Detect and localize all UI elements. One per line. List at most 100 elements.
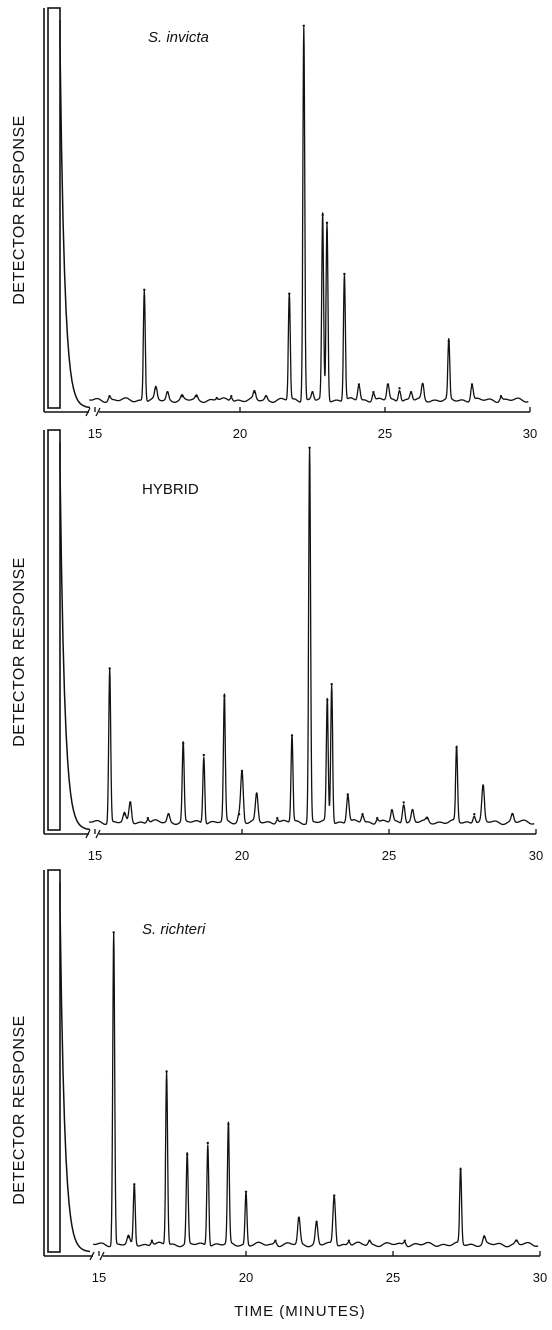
peak-point xyxy=(346,793,349,796)
peak-point xyxy=(223,694,226,698)
chromatogram-trace xyxy=(92,932,539,1248)
peak-point xyxy=(499,395,503,398)
y-axis-label: DETECTOR RESPONSE xyxy=(11,1015,28,1205)
peak-point xyxy=(143,288,146,291)
peak-point xyxy=(386,383,390,386)
peak-point xyxy=(473,813,476,816)
peak-point xyxy=(368,1239,371,1242)
peak-point xyxy=(357,383,361,386)
panel-s-richteri: DETECTOR RESPONSE S. richteri 15 20 25 3… xyxy=(11,869,547,1320)
peak-point xyxy=(511,813,514,816)
peak-point xyxy=(302,24,305,27)
peak-point xyxy=(455,746,458,749)
peak-point xyxy=(311,391,314,394)
peak-point xyxy=(325,221,329,224)
solvent-tail xyxy=(59,442,91,831)
peak-point xyxy=(308,446,311,449)
peak-point xyxy=(347,1239,351,1242)
peak-point xyxy=(108,395,111,398)
peak-point xyxy=(321,213,324,217)
peak-point xyxy=(182,742,185,745)
peak-point xyxy=(230,395,233,398)
peak-point xyxy=(255,793,258,796)
x-tick-labels: 15 20 25 30 xyxy=(88,426,537,441)
peak-point xyxy=(276,817,279,820)
chromatogram-trace xyxy=(88,26,529,404)
chart-title: HYBRID xyxy=(142,481,199,498)
peak-point xyxy=(481,785,485,788)
peak-point xyxy=(264,395,268,398)
x-tick-label: 30 xyxy=(523,426,537,441)
peak-point xyxy=(403,1239,406,1242)
x-tick-label: 15 xyxy=(88,426,102,441)
peak-point xyxy=(166,391,169,394)
peak-point xyxy=(330,683,333,686)
peak-point xyxy=(459,1168,462,1171)
peak-point xyxy=(297,1217,301,1220)
peak-point xyxy=(288,292,291,295)
peak-point xyxy=(343,272,346,276)
x-tick-label: 20 xyxy=(235,848,249,863)
peak-point xyxy=(402,801,405,804)
peak-point xyxy=(150,1239,154,1242)
panel-s-invicta: DETECTOR RESPONSE S. invicta 15 20 25 30 xyxy=(11,7,537,441)
peak-point xyxy=(186,1153,189,1156)
chromatogram-trace xyxy=(88,447,535,826)
peak-point xyxy=(167,813,170,816)
peak-point xyxy=(361,813,364,816)
x-axis-label: TIME (MINUTES) xyxy=(234,1303,366,1320)
peak-point xyxy=(123,813,126,816)
peak-point xyxy=(482,1235,486,1239)
peak-point xyxy=(108,667,111,670)
peak-point xyxy=(470,383,474,386)
x-tick-label: 25 xyxy=(378,426,392,441)
peak-point xyxy=(447,339,450,343)
peak-point xyxy=(133,1183,136,1186)
peak-point xyxy=(253,391,256,394)
peak-point xyxy=(195,395,198,398)
chart-title: S. richteri xyxy=(142,921,206,938)
peak-point xyxy=(215,396,218,400)
solvent-peak xyxy=(47,429,61,831)
x-tick-label: 20 xyxy=(233,426,247,441)
x-tick-labels: 15 20 25 30 xyxy=(88,848,543,863)
x-tick-label: 30 xyxy=(533,1270,547,1285)
y-axis-label: DETECTOR RESPONSE xyxy=(11,115,28,305)
peak-point xyxy=(227,1123,230,1126)
peak-point xyxy=(154,387,158,390)
peak-point xyxy=(244,1190,248,1194)
peak-point xyxy=(515,1239,518,1242)
peak-point xyxy=(180,395,184,398)
peak-point xyxy=(165,1070,168,1073)
peak-point xyxy=(146,817,150,820)
chart-title: S. invicta xyxy=(148,29,209,46)
peak-point xyxy=(290,734,294,737)
solvent-tail xyxy=(59,882,91,1253)
peak-point xyxy=(274,1239,277,1242)
peak-point xyxy=(421,383,424,386)
solvent-tail xyxy=(59,20,91,409)
x-tick-label: 25 xyxy=(382,848,396,863)
x-tick-label: 20 xyxy=(239,1270,253,1285)
peak-point xyxy=(376,817,379,820)
peak-point xyxy=(390,809,394,812)
peak-point xyxy=(129,801,132,804)
peak-point xyxy=(202,753,205,757)
peak-point xyxy=(237,813,241,816)
x-tick-label: 25 xyxy=(386,1270,400,1285)
solvent-peak xyxy=(47,869,61,1253)
x-tick-labels: 15 20 25 30 xyxy=(92,1270,547,1285)
solvent-peak xyxy=(47,7,61,409)
peak-point xyxy=(240,769,244,773)
peak-point xyxy=(112,931,115,934)
x-tick-label: 15 xyxy=(88,848,102,863)
peak-point xyxy=(127,1235,130,1239)
x-tick-label: 15 xyxy=(92,1270,106,1285)
panel-hybrid: DETECTOR RESPONSE HYBRID 15 20 25 30 xyxy=(11,429,543,863)
peak-point xyxy=(411,809,414,812)
x-tick-label: 30 xyxy=(529,848,543,863)
peak-point xyxy=(398,387,401,390)
peak-point xyxy=(372,391,375,394)
